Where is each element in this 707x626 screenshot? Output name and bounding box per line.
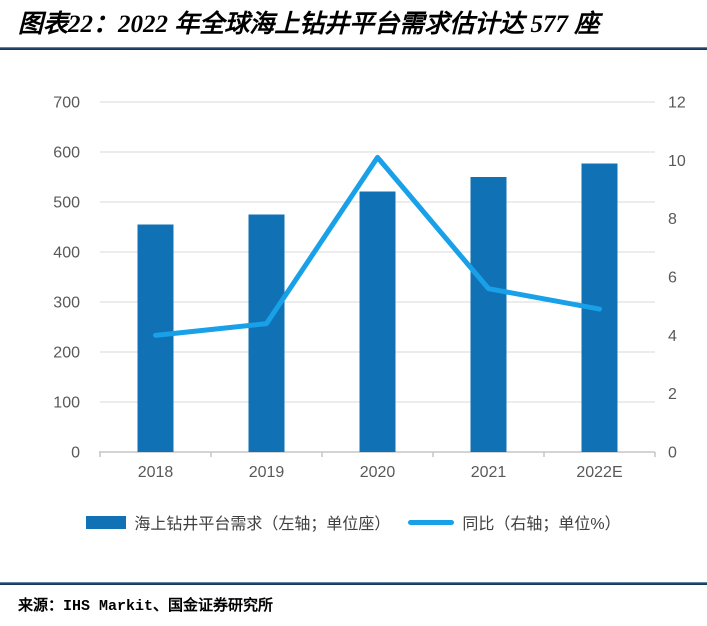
bar-series-swatch: [86, 515, 127, 529]
line-series-swatch: [408, 519, 455, 525]
right-axis-tick: 12: [668, 95, 686, 112]
bar-2018: [137, 224, 174, 452]
right-axis-tick: 0: [668, 445, 677, 462]
left-axis-tick: 600: [53, 145, 80, 162]
left-axis-tick: 700: [53, 95, 80, 112]
left-axis-tick: 400: [53, 245, 80, 262]
source-divider: [0, 582, 707, 585]
left-axis-tick: 500: [53, 195, 80, 212]
title-divider: [0, 47, 707, 50]
right-axis-tick: 8: [668, 211, 677, 228]
x-axis-label: 2022E: [576, 464, 622, 481]
x-axis-label: 2021: [471, 464, 507, 481]
left-axis-tick: 200: [53, 345, 80, 362]
x-axis-label: 2020: [360, 464, 396, 481]
source-text: 来源：IHS Markit、国金证券研究所: [18, 598, 274, 615]
figure-title: 图表22：2022 年全球海上钻井平台需求估计达 577 座: [18, 11, 600, 38]
yoy-line: [153, 154, 602, 338]
chart-legend: 海上钻井平台需求（左轴；单位座） 同比（右轴；单位%）: [0, 510, 707, 534]
legend-label-line: 同比（右轴；单位%）: [462, 516, 621, 533]
left-axis-tick: 0: [71, 445, 80, 462]
x-axis-label: 2019: [249, 464, 285, 481]
right-axis-tick: 2: [668, 386, 677, 403]
right-axis-tick: 10: [668, 153, 686, 170]
bar-2021: [470, 177, 507, 452]
combo-chart: 0 100 200 300 400 500 600 700 0 2 4 6 8 10 12 2018 2019 2…: [53, 95, 686, 482]
x-axis-label: 2018: [138, 464, 174, 481]
right-axis-tick: 6: [668, 270, 677, 287]
right-axis-tick: 4: [668, 328, 677, 345]
bar-2019: [248, 214, 285, 452]
left-axis-tick: 100: [53, 395, 80, 412]
legend-item-line: 同比（右轴；单位%）: [408, 510, 621, 534]
bar-2020: [359, 191, 396, 452]
legend-item-bars: 海上钻井平台需求（左轴；单位座）: [86, 510, 390, 534]
left-axis-tick: 300: [53, 295, 80, 312]
legend-label-bars: 海上钻井平台需求（左轴；单位座）: [134, 516, 391, 533]
